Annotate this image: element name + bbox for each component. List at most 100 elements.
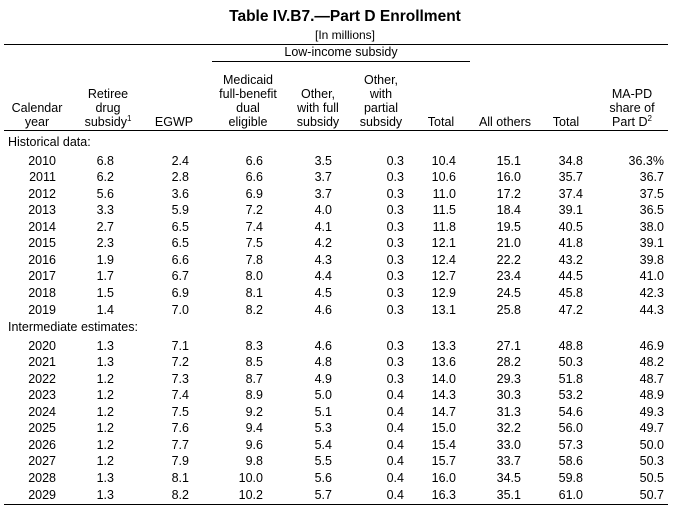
column-header-all-others: All others <box>470 115 540 129</box>
table-cell: 2.7 <box>96 219 114 234</box>
table-cell: 50.7 <box>639 487 664 502</box>
table-row: 2021 1.3 7.2 8.5 4.8 0.3 13.6 28.2 50.3 48.2 <box>0 354 690 370</box>
table-cell: 44.5 <box>558 269 583 284</box>
table-cell: 2023 <box>28 388 56 403</box>
table-cell: 0.3 <box>386 153 404 168</box>
top-rule <box>4 44 668 45</box>
table-cell: 18.4 <box>496 203 521 218</box>
table-cell: 0.3 <box>386 285 404 300</box>
table-cell: 6.9 <box>171 285 189 300</box>
table-row: 2017 1.7 6.7 8.0 4.4 0.3 12.7 23.4 44.5 41.0 <box>0 268 690 284</box>
table-cell: 6.8 <box>96 153 114 168</box>
table-cell: 7.5 <box>245 236 263 251</box>
table-cell: 0.4 <box>386 437 404 452</box>
table-cell: 7.3 <box>171 371 189 386</box>
table-cell: 49.7 <box>639 421 664 436</box>
column-header-retiree: Retiree drug subsidy1 <box>72 87 144 129</box>
column-header-mapd: MA-PD share of Part D2 <box>596 87 668 129</box>
table-cell: 0.4 <box>386 404 404 419</box>
table-cell: 9.8 <box>245 454 263 469</box>
table-cell: 15.1 <box>496 153 521 168</box>
table-cell: 19.5 <box>496 219 521 234</box>
table-cell: 9.6 <box>245 437 263 452</box>
table-cell: 34.5 <box>496 471 521 485</box>
table-cell: 6.6 <box>245 170 263 185</box>
table-cell: 2.8 <box>171 170 189 185</box>
table-row: 2010 6.8 2.4 6.6 3.5 0.3 10.4 15.1 34.8 36.3% <box>0 153 690 169</box>
table-cell: 2021 <box>28 355 56 370</box>
table-row: 2012 5.6 3.6 6.9 3.7 0.3 11.0 17.2 37.4 37.5 <box>0 186 690 202</box>
table-cell: 4.1 <box>314 219 332 234</box>
table-cell: 1.9 <box>96 252 114 267</box>
header-line: eligible <box>228 115 268 129</box>
table-cell: 48.7 <box>639 371 664 386</box>
table-cell: 15.4 <box>431 437 456 452</box>
table-cell: 39.1 <box>639 236 664 251</box>
table-cell: 0.3 <box>386 252 404 267</box>
table-cell: 4.0 <box>314 203 332 218</box>
table-cell: 10.4 <box>431 153 456 168</box>
footnote-marker: 2 <box>647 113 652 123</box>
table-cell: 59.8 <box>558 471 583 485</box>
table-cell: 5.7 <box>314 487 332 502</box>
table-cell: 48.2 <box>639 355 664 370</box>
table-cell: 7.4 <box>171 388 189 403</box>
table-cell: 50.3 <box>558 355 583 370</box>
table-cell: 56.0 <box>558 421 583 436</box>
table-cell: 0.3 <box>386 186 404 201</box>
table-row: 2011 6.2 2.8 6.6 3.7 0.3 10.6 16.0 35.7 36.7 <box>0 169 690 185</box>
table-cell: 2012 <box>28 186 56 201</box>
header-line: Part D2 <box>612 113 652 129</box>
table-cell: 2022 <box>28 371 56 386</box>
table-cell: 10.2 <box>238 487 263 502</box>
table-cell: 2015 <box>28 236 56 251</box>
table-cell: 58.6 <box>558 454 583 469</box>
table-cell: 7.1 <box>171 338 189 353</box>
section-label: Historical data: <box>8 135 91 149</box>
header-line: partial <box>363 101 399 115</box>
table-cell: 11.5 <box>432 203 456 218</box>
table-cell: 2013 <box>28 203 56 218</box>
table-cell: 13.1 <box>431 302 456 317</box>
table-cell: 0.3 <box>386 170 404 185</box>
table-cell: 2019 <box>28 302 56 317</box>
table-cell: 14.0 <box>431 371 456 386</box>
table-cell: 5.6 <box>96 186 114 201</box>
table-cell: 6.6 <box>245 153 263 168</box>
table-row: 2029 1.3 8.2 10.2 5.7 0.4 16.3 35.1 61.0 50.7 <box>0 487 690 503</box>
column-header-total: Total <box>544 115 588 129</box>
table-cell: 1.2 <box>96 371 114 386</box>
table-cell: 50.3 <box>639 454 664 469</box>
table-cell: 45.8 <box>558 285 583 300</box>
table-cell: 0.4 <box>386 471 404 485</box>
table-cell: 3.5 <box>314 153 332 168</box>
table-cell: 5.4 <box>314 437 332 452</box>
table-row: 2024 1.2 7.5 9.2 5.1 0.4 14.7 31.3 54.6 49.3 <box>0 404 690 420</box>
column-header-medicaid: Medicaid full-benefit dual eligible <box>206 73 290 129</box>
table-cell: 23.4 <box>496 269 521 284</box>
table-cell: 4.8 <box>314 355 332 370</box>
table-cell: 9.2 <box>245 404 263 419</box>
table-cell: 36.7 <box>639 170 664 185</box>
table-subtitle: [In millions] <box>314 28 376 42</box>
header-line: Calendar <box>11 101 63 115</box>
table-cell: 37.4 <box>558 186 583 201</box>
low-income-subsidy-header: Low-income subsidy <box>284 45 398 59</box>
table-cell: 54.6 <box>558 404 583 419</box>
table-cell: 0.3 <box>386 355 404 370</box>
table-cell: 3.7 <box>314 186 332 201</box>
table-row: 2025 1.2 7.6 9.4 5.3 0.4 15.0 32.2 56.0 49.7 <box>0 420 690 436</box>
table-cell: 0.3 <box>386 203 404 218</box>
table-cell: 0.4 <box>386 388 404 403</box>
header-bottom-rule <box>4 130 668 131</box>
table-cell: 5.3 <box>314 421 332 436</box>
table-cell: 47.2 <box>558 302 583 317</box>
table-cell: 44.3 <box>639 302 664 317</box>
table-cell: 1.3 <box>96 487 114 502</box>
table-cell: 1.2 <box>96 404 114 419</box>
table-cell: 2011 <box>29 170 56 185</box>
table-cell: 1.3 <box>96 471 114 485</box>
table-cell: 46.9 <box>639 338 664 353</box>
table-cell: 8.9 <box>245 388 263 403</box>
table-cell: 22.2 <box>496 252 521 267</box>
